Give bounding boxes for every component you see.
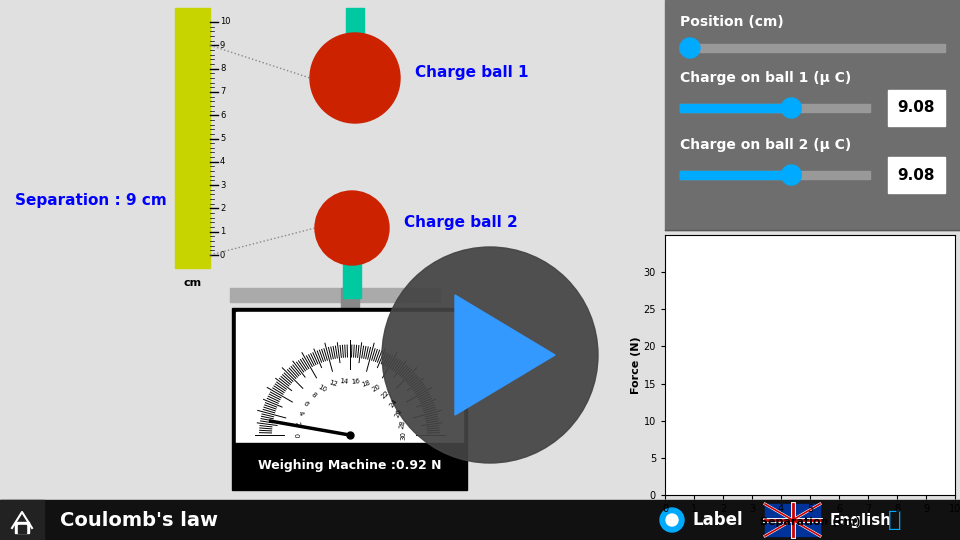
Text: 12: 12 [327, 380, 338, 388]
Circle shape [781, 165, 802, 185]
Text: 3: 3 [220, 180, 226, 190]
Text: 9.08: 9.08 [898, 100, 935, 116]
Text: Coulomb's law: Coulomb's law [60, 511, 218, 530]
Bar [765, 504, 820, 536]
Text: cm: cm [183, 278, 202, 288]
Bar [234, 443, 465, 488]
Text: 5: 5 [220, 134, 226, 143]
Text: 0: 0 [220, 251, 226, 260]
Text: English: English [830, 512, 892, 528]
Text: 8: 8 [310, 391, 317, 399]
Text: Charge ball 2: Charge ball 2 [404, 215, 517, 231]
Text: 14: 14 [339, 378, 348, 384]
Text: 8: 8 [220, 64, 226, 73]
Text: Separation : 9 cm: Separation : 9 cm [15, 192, 167, 207]
Bar [680, 171, 791, 179]
Text: 28: 28 [398, 419, 406, 429]
Bar [341, 288, 359, 318]
Text: 18: 18 [361, 380, 372, 388]
Text: ⛶: ⛶ [888, 510, 901, 530]
Circle shape [660, 508, 684, 532]
Text: 10: 10 [220, 17, 230, 26]
Text: 2: 2 [220, 204, 226, 213]
Text: Position (cm): Position (cm) [680, 15, 783, 29]
Circle shape [666, 514, 678, 526]
Text: 1: 1 [220, 227, 226, 236]
Text: 22: 22 [380, 390, 391, 400]
Text: 9: 9 [220, 41, 226, 50]
Bar [888, 90, 945, 126]
X-axis label: Separation (cm): Separation (cm) [759, 517, 860, 527]
Text: 4: 4 [220, 157, 226, 166]
Text: 6: 6 [220, 111, 226, 120]
Text: 4: 4 [297, 410, 303, 416]
Text: 16: 16 [350, 378, 360, 384]
Bar [888, 157, 945, 193]
Bar [680, 171, 870, 179]
Bar [175, 8, 210, 268]
Bar [680, 104, 870, 112]
Circle shape [680, 38, 700, 58]
Text: 30: 30 [400, 430, 406, 440]
Bar [18, 525, 26, 533]
Circle shape [315, 191, 389, 265]
Bar [346, 8, 364, 38]
Bar [0, 500, 44, 540]
Bar [232, 308, 467, 490]
Circle shape [382, 247, 598, 463]
Text: 0: 0 [293, 433, 299, 437]
Circle shape [310, 33, 400, 123]
Text: 10: 10 [317, 383, 328, 393]
Text: 26: 26 [395, 408, 403, 418]
Y-axis label: Force (N): Force (N) [631, 336, 640, 394]
Text: Label: Label [693, 511, 744, 529]
Bar [343, 263, 361, 298]
Text: 2: 2 [294, 421, 300, 427]
Text: 24: 24 [388, 398, 398, 409]
Text: 7: 7 [220, 87, 226, 97]
Text: Charge on ball 1 (μ C): Charge on ball 1 (μ C) [680, 71, 852, 85]
Circle shape [781, 98, 802, 118]
Bar [680, 104, 791, 112]
Bar [680, 44, 945, 52]
Text: 9.08: 9.08 [898, 167, 935, 183]
Text: 20: 20 [372, 383, 382, 393]
Text: 6: 6 [302, 400, 309, 407]
Bar [0, 500, 960, 540]
Polygon shape [455, 295, 555, 415]
Text: Charge on ball 2 (μ C): Charge on ball 2 (μ C) [680, 138, 852, 152]
Bar [665, 0, 960, 230]
Text: Charge ball 1: Charge ball 1 [415, 65, 529, 80]
Bar [15, 522, 29, 533]
Text: Weighing Machine :0.92 N: Weighing Machine :0.92 N [257, 459, 442, 472]
Bar [230, 288, 440, 302]
Bar [236, 312, 463, 486]
